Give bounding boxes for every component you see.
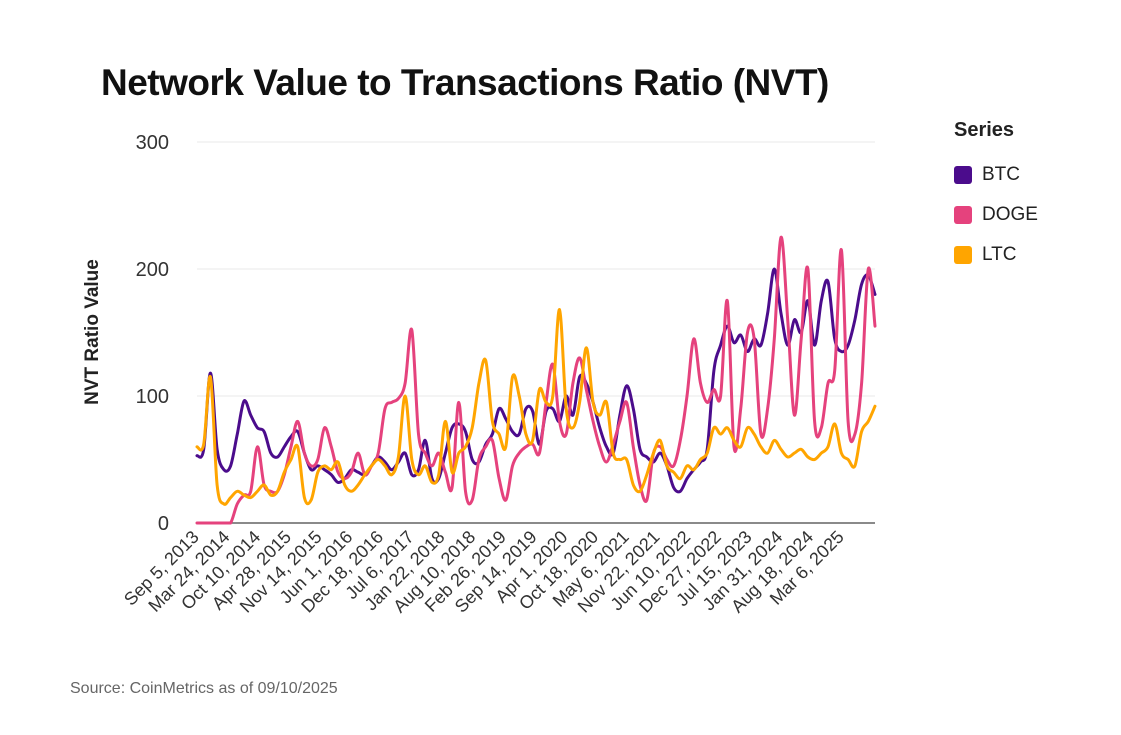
source-note: Source: CoinMetrics as of 09/10/2025 [70, 680, 338, 697]
legend-label: DOGE [982, 204, 1038, 225]
legend-item-ltc: LTC [954, 235, 1038, 275]
chart-title: Network Value to Transactions Ratio (NVT… [101, 62, 829, 103]
legend-swatch [954, 206, 972, 224]
legend-label: LTC [982, 244, 1017, 265]
legend-swatch [954, 246, 972, 264]
series-line-doge [195, 235, 877, 525]
legend-title: Series [954, 119, 1015, 141]
grid-layer [197, 141, 875, 524]
y-axis-label: NVT Ratio Value [82, 259, 103, 405]
series-line-ltc [195, 308, 877, 506]
legend-items: BTC DOGE LTC [954, 155, 1038, 275]
y-tick-label: 300 [136, 132, 169, 154]
legend-swatch [954, 166, 972, 184]
y-tick-label: 0 [158, 513, 169, 535]
legend: Series BTC DOGE LTC [954, 119, 1038, 275]
legend-item-doge: DOGE [954, 195, 1038, 235]
series-layer [195, 235, 877, 525]
legend-label: BTC [982, 164, 1020, 185]
y-tick-label: 100 [136, 386, 169, 408]
legend-item-btc: BTC [954, 155, 1038, 195]
y-tick-label: 200 [136, 259, 169, 281]
y-axis-ticks: 0 100 200 300 [136, 132, 169, 535]
